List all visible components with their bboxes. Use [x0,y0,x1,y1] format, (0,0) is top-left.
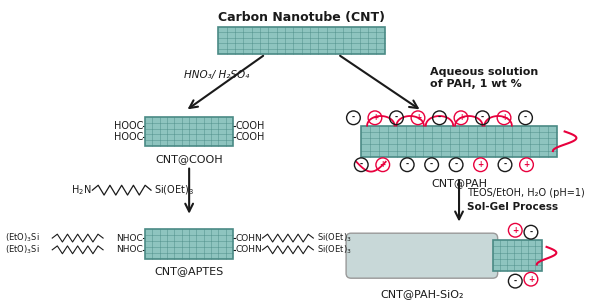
Bar [145,117,233,146]
Text: -: - [352,113,355,122]
Text: of PAH, 1 wt %: of PAH, 1 wt % [430,79,521,88]
Text: -: - [395,113,398,122]
Text: CNT@COOH: CNT@COOH [155,154,223,164]
Text: (EtO)$_3$Si: (EtO)$_3$Si [6,244,40,256]
Text: Si(OEt)$_3$: Si(OEt)$_3$ [317,232,352,244]
Text: Si(OEt)$_3$: Si(OEt)$_3$ [154,183,194,197]
Text: -: - [529,228,532,237]
Text: +: + [512,226,518,235]
Text: -: - [430,160,433,169]
Text: NHOC: NHOC [117,245,143,254]
Text: -: - [454,160,457,169]
Text: Aqueous solution: Aqueous solution [430,67,538,77]
Text: TEOS/EtOH, H₂O (pH=1): TEOS/EtOH, H₂O (pH=1) [467,188,585,198]
Text: HNO₃/ H₂SO₄: HNO₃/ H₂SO₄ [184,70,249,80]
Text: +: + [528,275,534,284]
Text: +: + [415,113,421,122]
Text: Carbon Nanotube (CNT): Carbon Nanotube (CNT) [218,11,385,24]
Bar [145,229,233,259]
Text: +: + [501,113,507,122]
Text: Si(OEt)$_3$: Si(OEt)$_3$ [317,244,352,256]
Text: COHN: COHN [235,233,262,243]
Bar [219,27,385,54]
Text: -: - [503,160,507,169]
Text: COOH: COOH [235,132,265,142]
Text: COOH: COOH [235,120,265,130]
Text: -: - [406,160,409,169]
Text: HOOC: HOOC [114,120,143,130]
Bar [361,126,557,157]
Text: +: + [458,113,464,122]
Bar [493,240,542,271]
Text: (EtO)$_3$Si: (EtO)$_3$Si [6,232,40,244]
Text: COHN: COHN [235,245,262,254]
FancyBboxPatch shape [346,233,498,278]
Text: H$_2$N: H$_2$N [71,183,91,197]
Text: -: - [360,160,363,169]
Text: CNT@PAH: CNT@PAH [431,178,487,188]
Text: CNT@PAH-SiO₂: CNT@PAH-SiO₂ [380,289,464,299]
Text: NHOC: NHOC [117,233,143,243]
Text: -: - [438,113,441,122]
Text: CNT@APTES: CNT@APTES [155,266,223,276]
Text: +: + [478,160,484,169]
Text: +: + [372,113,378,122]
Text: HOOC: HOOC [114,132,143,142]
Text: -: - [524,113,527,122]
Text: Sol-Gel Process: Sol-Gel Process [467,202,558,212]
Text: +: + [379,160,386,169]
Text: +: + [523,160,530,169]
Text: -: - [481,113,484,122]
Text: -: - [514,277,517,286]
